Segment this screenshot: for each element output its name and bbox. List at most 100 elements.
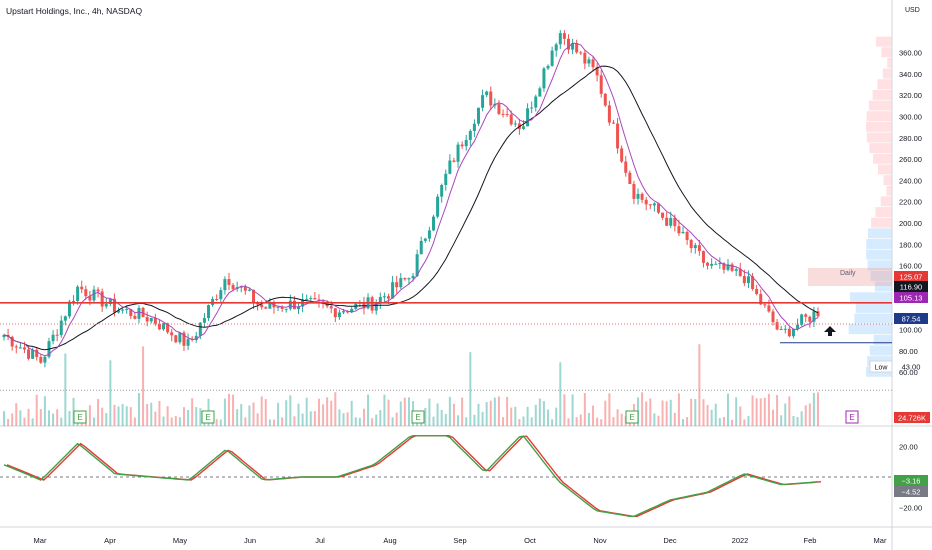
candle-body <box>759 293 763 305</box>
candle-body <box>771 311 775 323</box>
candle-body <box>198 322 202 336</box>
volume-bar <box>150 402 153 426</box>
candle-body <box>464 139 468 147</box>
volume-bar <box>731 419 734 426</box>
time-tick-label: Mar <box>874 536 887 545</box>
volume-bar <box>444 413 447 426</box>
candle-body <box>325 303 329 307</box>
osc-k-badge: −3.16 <box>894 475 928 486</box>
candle-body <box>129 309 133 317</box>
candle-body <box>816 311 820 317</box>
volume-bar <box>592 405 595 426</box>
volume-bar <box>330 400 333 426</box>
currency-label: USD <box>905 7 920 14</box>
volume-bar <box>751 395 754 426</box>
volume-bar <box>698 344 701 426</box>
candle-body <box>67 301 71 317</box>
candle-body <box>194 335 198 340</box>
candle-body <box>227 279 231 285</box>
volume-bar <box>297 403 300 426</box>
volume-profile-bar <box>877 79 892 90</box>
volume-profile-bar <box>869 143 892 154</box>
volume-bar <box>354 417 357 426</box>
candle-body <box>562 33 566 39</box>
volume-bar <box>301 413 304 426</box>
price-tick-label: 320.00 <box>899 91 922 100</box>
volume-bar <box>489 400 492 426</box>
volume-profile-bar <box>877 164 892 175</box>
svg-text:E: E <box>77 413 82 422</box>
candle-body <box>796 324 800 329</box>
volume-bar <box>15 403 18 426</box>
earnings-marker-icon: E <box>845 410 859 424</box>
volume-bar <box>191 398 194 426</box>
volume-bar <box>281 417 284 426</box>
volume-bar <box>391 417 394 426</box>
candle-body <box>387 296 391 299</box>
volume-bar <box>665 401 668 426</box>
candle-body <box>84 289 88 297</box>
volume-bar <box>547 409 550 426</box>
candle-body <box>280 306 284 309</box>
candle-body <box>157 323 161 330</box>
volume-bar <box>812 392 815 426</box>
volume-bar <box>677 393 680 426</box>
volume-bar <box>465 417 468 426</box>
svg-text:125.07: 125.07 <box>900 273 923 282</box>
candle-body <box>452 160 456 162</box>
volume-profile-bar <box>868 100 892 111</box>
candle-body <box>714 263 718 265</box>
volume-bar <box>518 419 521 426</box>
volume-bar <box>142 346 145 426</box>
svg-text:E: E <box>849 413 854 422</box>
volume-bar <box>367 394 370 426</box>
volume-profile-bar <box>866 238 892 249</box>
candle-body <box>460 144 464 147</box>
volume-bar <box>530 417 533 426</box>
osc-tick-label: −20.00 <box>899 504 922 513</box>
volume-bar <box>60 417 63 426</box>
daily-zone <box>808 268 892 286</box>
candle-body <box>791 328 795 337</box>
time-tick-label: Apr <box>104 536 116 545</box>
candle-body <box>399 278 403 288</box>
candle-body <box>710 263 714 266</box>
volume-bar <box>227 393 230 426</box>
candle-body <box>730 264 734 271</box>
volume-bar <box>542 401 545 426</box>
candle-body <box>534 96 538 108</box>
candle-body <box>309 298 313 300</box>
time-tick-label: Dec <box>663 536 677 545</box>
candle-body <box>31 349 35 359</box>
candle-body <box>284 308 288 310</box>
candle-body <box>558 33 562 45</box>
volume-bar <box>739 406 742 426</box>
candle-body <box>628 172 632 184</box>
volume-bar <box>43 396 46 426</box>
volume-bar <box>428 398 431 426</box>
candle-body <box>661 212 665 218</box>
volume-bar <box>113 404 116 426</box>
volume-bar <box>497 396 500 426</box>
volume-bar <box>375 414 378 426</box>
svg-text:24.726K: 24.726K <box>898 414 926 423</box>
candle-body <box>22 347 26 350</box>
volume-bar <box>342 413 345 426</box>
candlesticks <box>2 30 820 368</box>
volume-bar <box>68 411 71 426</box>
volume-bar <box>767 393 770 426</box>
svg-text:−4.52: −4.52 <box>902 488 921 497</box>
volume-bar <box>317 398 320 426</box>
candle-body <box>444 173 448 185</box>
volume-profile-bar <box>866 132 892 143</box>
time-axis[interactable]: Mar Apr May Jun Jul Aug Sep Oct Nov Dec 2022 Feb Mar <box>34 536 887 545</box>
candle-body <box>755 288 759 294</box>
candle-body <box>485 91 489 96</box>
volume-bar <box>125 406 128 426</box>
volume-bar <box>326 397 329 426</box>
price-tick-label: 160.00 <box>899 262 922 271</box>
volume-bar <box>272 419 275 426</box>
volume-bar <box>252 402 255 426</box>
candle-body <box>59 320 63 336</box>
